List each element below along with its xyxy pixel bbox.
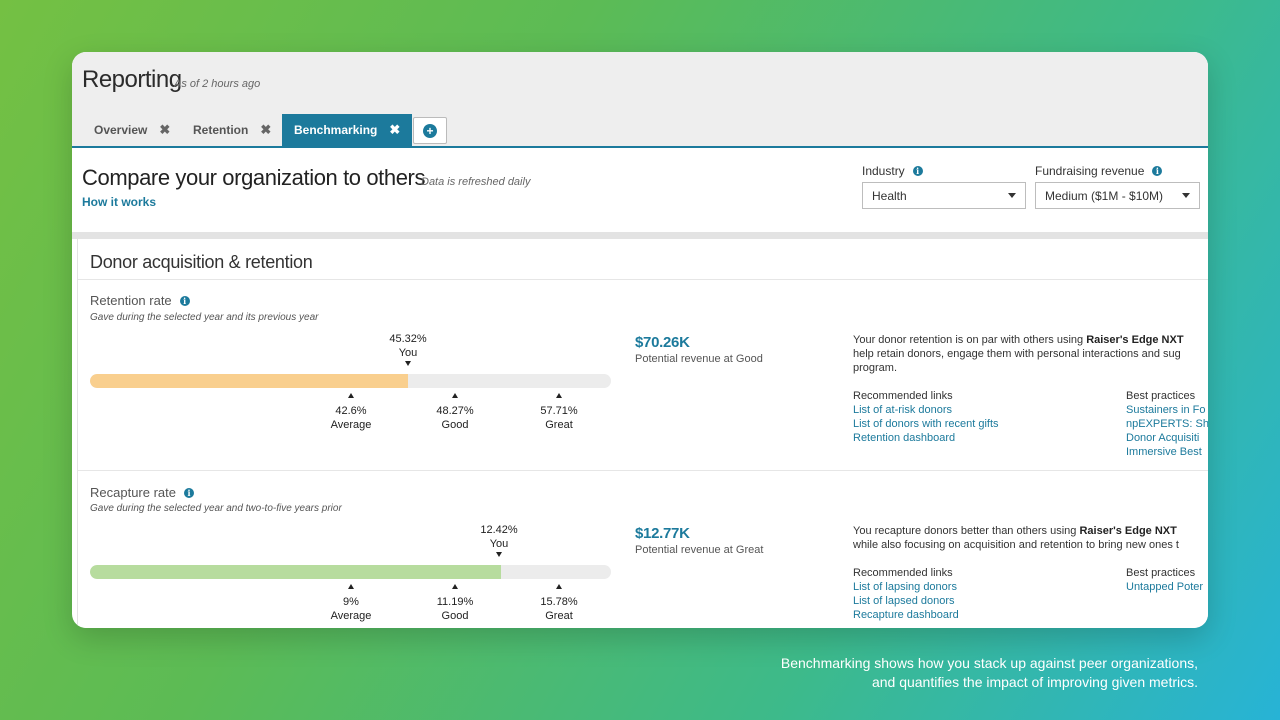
info-icon[interactable]: i [179, 295, 190, 306]
page-subtitle: Data is refreshed daily [421, 176, 531, 188]
good-tick: 11.19% Good [420, 584, 490, 623]
tab-retention[interactable]: Retention ✖ [181, 114, 283, 146]
link-best-practice[interactable]: Untapped Poter [1126, 581, 1204, 593]
recommended-links-heading: Recommended links [853, 390, 953, 402]
potential-revenue-label: Potential revenue at Great [635, 544, 764, 556]
caret-up-icon [348, 584, 354, 589]
divider [78, 279, 1208, 280]
link-best-practice[interactable]: Sustainers in Fo [1126, 404, 1206, 416]
header-bar: Reporting As of 2 hours ago Overview ✖ R… [72, 52, 1208, 148]
average-tick: 9% Average [316, 584, 386, 623]
plus-circle-icon: + [423, 123, 437, 138]
link-retention-dashboard[interactable]: Retention dashboard [853, 432, 956, 444]
link-lapsed-donors[interactable]: List of lapsed donors [853, 595, 955, 607]
retention-rate-title: Retention rate i [90, 293, 190, 308]
great-tick: 15.78% Great [524, 584, 594, 623]
caret-up-icon [348, 393, 354, 398]
revenue-label: Fundraising revenue i [1035, 164, 1163, 178]
section-title: Donor acquisition & retention [90, 252, 313, 272]
retention-description: Your donor retention is on par with othe… [853, 334, 1184, 374]
you-marker: 45.32% You [378, 332, 438, 366]
best-practices-heading: Best practices [1126, 390, 1196, 402]
best-practices-heading: Best practices [1126, 567, 1196, 579]
recommended-links-heading: Recommended links [853, 567, 953, 579]
link-best-practice[interactable]: Immersive Best [1126, 446, 1202, 458]
caret-down-icon [496, 552, 502, 557]
link-recapture-dashboard[interactable]: Recapture dashboard [853, 609, 959, 621]
good-tick: 48.27% Good [420, 393, 490, 432]
how-it-works-link[interactable]: How it works [82, 195, 157, 209]
close-icon[interactable]: ✖ [389, 122, 401, 137]
close-icon[interactable]: ✖ [159, 122, 171, 137]
link-lapsing-donors[interactable]: List of lapsing donors [853, 581, 957, 593]
tab-benchmarking[interactable]: Benchmarking ✖ [282, 114, 413, 146]
add-tab-button[interactable]: + [413, 117, 447, 144]
tab-overview[interactable]: Overview ✖ [82, 114, 182, 146]
link-best-practice[interactable]: npEXPERTS: Sho [1126, 418, 1208, 430]
tab-label: Benchmarking [294, 123, 378, 137]
tab-label: Retention [193, 123, 249, 137]
caret-down-icon [405, 361, 411, 366]
info-icon[interactable]: i [184, 487, 194, 498]
info-icon[interactable]: i [912, 166, 923, 176]
recapture-bar [90, 565, 611, 579]
industry-label: Industry i [862, 164, 923, 178]
caret-up-icon [556, 584, 562, 589]
potential-revenue-value: $70.26K [635, 334, 690, 351]
great-tick: 57.71% Great [524, 393, 594, 432]
chevron-down-icon [1008, 193, 1016, 198]
chevron-down-icon [1182, 193, 1190, 198]
link-best-practice[interactable]: Donor Acquisiti [1126, 432, 1200, 444]
retention-rate-subtitle: Gave during the selected year and its pr… [90, 312, 319, 323]
section-divider [72, 232, 1208, 239]
close-icon[interactable]: ✖ [260, 122, 272, 137]
recapture-bar-fill [90, 565, 502, 579]
tab-label: Overview [94, 123, 148, 137]
section-panel [77, 239, 1208, 628]
caption: Benchmarking shows how you stack up agai… [780, 655, 1198, 690]
link-recent-gifts[interactable]: List of donors with recent gifts [853, 418, 999, 430]
page-title: Compare your organization to others [82, 165, 426, 190]
industry-select[interactable]: Health [862, 182, 1026, 209]
caret-up-icon [556, 393, 562, 398]
potential-revenue-value: $12.77K [635, 525, 690, 542]
app-subtitle: As of 2 hours ago [174, 78, 261, 90]
caret-up-icon [452, 584, 458, 589]
potential-revenue-label: Potential revenue at Good [635, 353, 763, 365]
retention-bar [90, 374, 611, 388]
info-icon[interactable]: i [1152, 166, 1163, 176]
average-tick: 42.6% Average [316, 393, 386, 432]
retention-bar-fill [90, 374, 408, 388]
revenue-select[interactable]: Medium ($1M - $10M) [1035, 182, 1200, 209]
recapture-rate-subtitle: Gave during the selected year and two-to… [90, 503, 342, 514]
reporting-window: Reporting As of 2 hours ago Overview ✖ R… [72, 52, 1208, 628]
divider [78, 470, 1208, 471]
app-title: Reporting [82, 66, 182, 93]
you-marker: 12.42% You [469, 523, 529, 557]
link-at-risk-donors[interactable]: List of at-risk donors [853, 404, 953, 416]
recapture-description: You recapture donors better than others … [853, 525, 1179, 551]
caret-up-icon [452, 393, 458, 398]
recapture-rate-title: Recapture rate i [90, 485, 194, 500]
